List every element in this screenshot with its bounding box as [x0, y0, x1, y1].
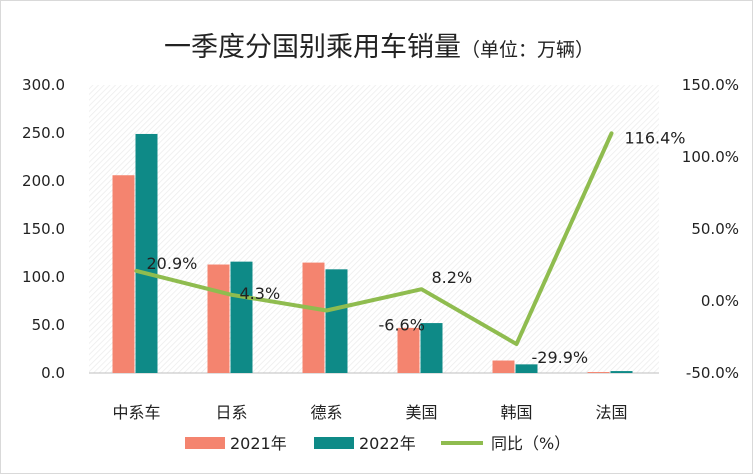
x-category-label: 日系: [215, 403, 247, 422]
x-category-label: 美国: [405, 403, 437, 422]
legend-label-2021: 2021年: [230, 434, 287, 453]
legend-swatch-2022: [314, 437, 354, 449]
bar-2022: [135, 133, 158, 373]
yoy-data-label: 8.2%: [432, 268, 473, 287]
bar-2022: [515, 364, 538, 373]
yoy-data-label: 20.9%: [147, 254, 198, 273]
x-category-label: 韩国: [500, 403, 532, 422]
bar-2022: [610, 371, 633, 373]
y-left-tick-label: 250.0: [22, 124, 65, 142]
chart-title-main: 一季度分国别乘用车销量: [164, 32, 461, 63]
y-right-tick-label: 100.0%: [682, 148, 739, 166]
yoy-data-label: 116.4%: [625, 128, 686, 147]
y-left-tick-label: 150.0: [22, 220, 65, 238]
plot-area: [89, 85, 659, 373]
y-left-tick-label: 300.0: [22, 76, 65, 94]
chart-title-unit: （单位：万辆）: [461, 39, 594, 61]
category-labels: 中系车 日系 德系 美国 韩国 法国: [112, 403, 627, 422]
bar-2022: [230, 261, 253, 373]
bar-2021: [587, 372, 610, 373]
bar-2021: [207, 264, 230, 373]
y-right-tick-label: 0.0%: [701, 292, 739, 310]
left-axis: 0.0 50.0 100.0 150.0 200.0 250.0 300.0: [22, 76, 65, 382]
bar-2022: [420, 323, 443, 373]
y-right-tick-label: 150.0%: [682, 76, 739, 94]
bar-2021: [397, 327, 420, 373]
yoy-line: [134, 131, 614, 347]
right-axis: -50.0% 0.0% 50.0% 100.0% 150.0%: [682, 76, 739, 382]
bars-group: [112, 133, 633, 373]
chart-title: 一季度分国别乘用车销量（单位：万辆）: [164, 32, 594, 63]
bar-2022: [325, 269, 348, 373]
bar-2021: [112, 175, 135, 373]
y-left-tick-label: 50.0: [32, 316, 65, 334]
bar-2021: [302, 262, 325, 373]
yoy-data-label: 4.3%: [240, 284, 281, 303]
y-right-tick-label: 50.0%: [691, 220, 739, 238]
legend-label-2022: 2022年: [359, 434, 416, 453]
legend-label-yoy: 同比（%）: [491, 434, 570, 453]
x-category-label: 法国: [595, 403, 627, 422]
y-right-tick-label: -50.0%: [686, 364, 739, 382]
legend: 2021年 2022年 同比（%）: [185, 434, 570, 453]
y-left-tick-label: 100.0: [22, 268, 65, 286]
yoy-data-label: -29.9%: [532, 348, 589, 367]
x-category-label: 中系车: [112, 403, 160, 422]
y-left-tick-label: 0.0: [41, 364, 65, 382]
bar-2021: [492, 360, 515, 373]
y-left-tick-label: 200.0: [22, 172, 65, 190]
yoy-data-label: -6.6%: [379, 316, 425, 335]
legend-swatch-2021: [185, 437, 225, 449]
yoy-line-group: 20.9% 4.3% -6.6% 8.2% -29.9% 116.4%: [134, 128, 686, 367]
x-category-label: 德系: [310, 403, 342, 422]
